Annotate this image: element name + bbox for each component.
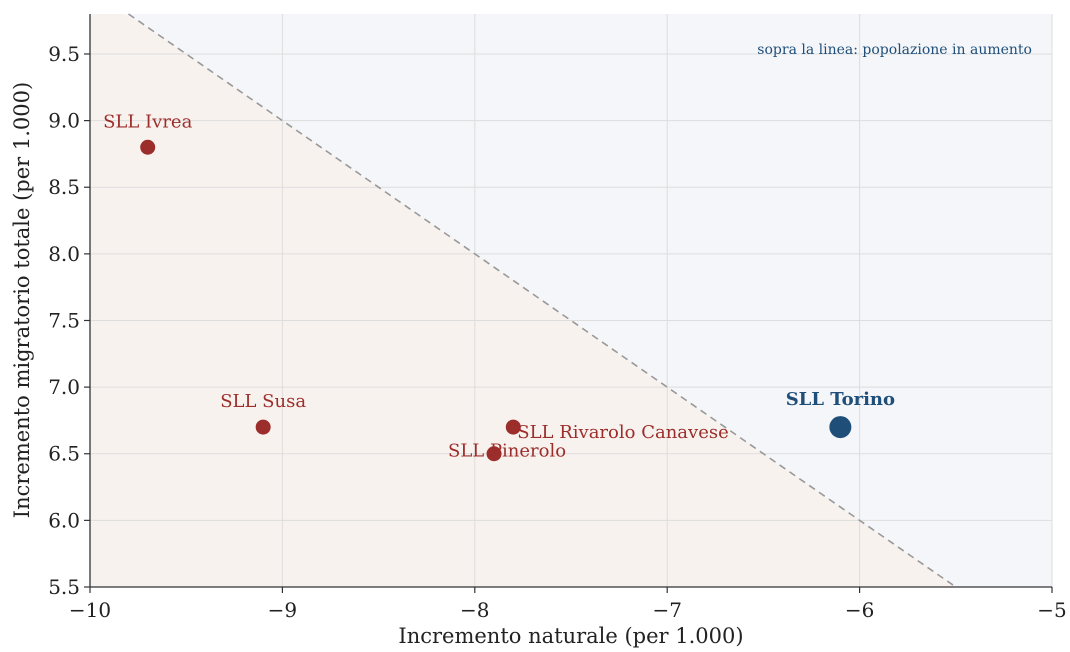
point-label-sll-rivarolo-canavese: SLL Rivarolo Canavese bbox=[517, 422, 728, 443]
y-tick-label: 8.0 bbox=[48, 242, 80, 266]
y-tick-label: 9.5 bbox=[48, 42, 80, 66]
x-tick-label: −10 bbox=[69, 598, 111, 622]
point-sll-ivrea bbox=[140, 139, 156, 155]
x-tick-label: −5 bbox=[1037, 598, 1066, 622]
y-tick-label: 9.0 bbox=[48, 109, 80, 133]
y-tick-label: 7.0 bbox=[48, 375, 80, 399]
point-sll-torino bbox=[829, 416, 852, 439]
y-tick-label: 7.5 bbox=[48, 308, 80, 332]
region-growth bbox=[90, 14, 1052, 587]
y-tick-label: 6.5 bbox=[48, 442, 80, 466]
x-axis-label: Incremento naturale (per 1.000) bbox=[398, 624, 743, 648]
point-sll-susa bbox=[255, 419, 271, 435]
y-tick-label: 5.5 bbox=[48, 575, 80, 599]
point-sll-pinerolo bbox=[486, 446, 502, 462]
x-tick-label: −8 bbox=[460, 598, 489, 622]
region-decline bbox=[90, 14, 1052, 587]
y-axis-label: Incremento migratorio totale (per 1.000) bbox=[10, 82, 34, 518]
x-tick-label: −9 bbox=[268, 598, 297, 622]
y-tick-label: 6.0 bbox=[48, 508, 80, 532]
point-label-sll-torino: SLL Torino bbox=[786, 389, 895, 410]
y-tick-label: 8.5 bbox=[48, 175, 80, 199]
annotation-text: sopra la linea: popolazione in aumento bbox=[757, 42, 1032, 58]
point-label-sll-susa: SLL Susa bbox=[220, 391, 306, 412]
x-tick-label: −6 bbox=[845, 598, 874, 622]
x-tick-label: −7 bbox=[652, 598, 681, 622]
point-label-sll-pinerolo: SLL Pinerolo bbox=[448, 441, 566, 462]
point-sll-rivarolo-canavese bbox=[505, 419, 521, 435]
point-label-sll-ivrea: SLL Ivrea bbox=[103, 111, 192, 132]
